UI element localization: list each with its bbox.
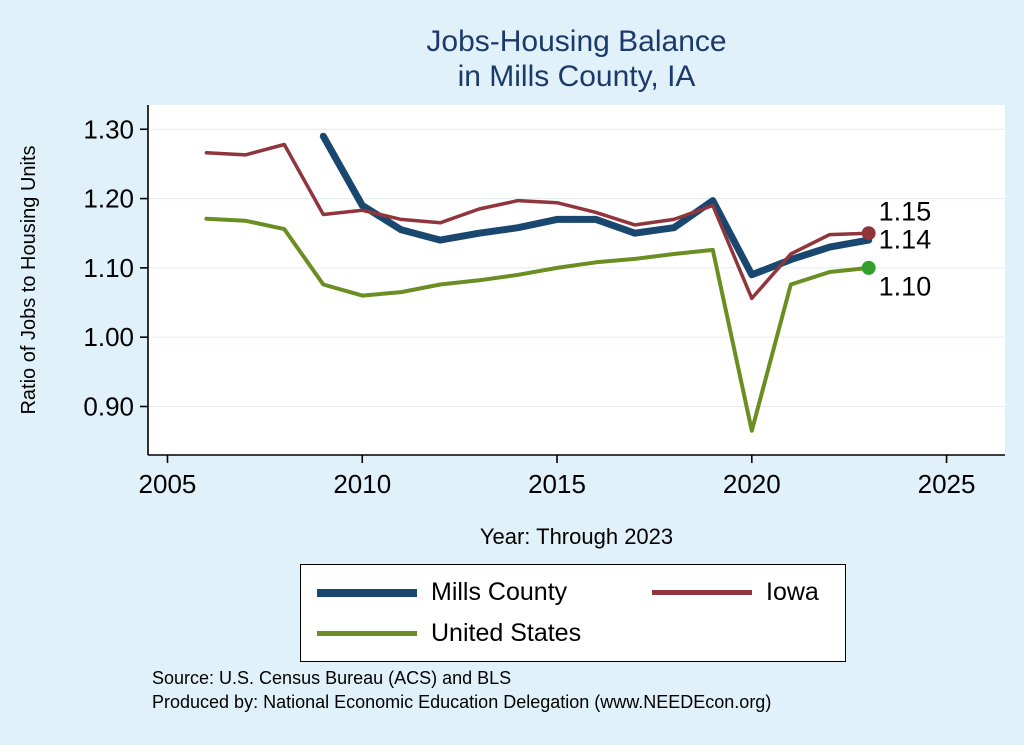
end-value-label-united-states: 1.10 — [879, 272, 932, 302]
end-dot-united-states — [861, 260, 876, 275]
x-tick-label: 2020 — [723, 469, 781, 499]
y-tick-label: 1.10 — [83, 253, 134, 283]
chart-title: Jobs-Housing Balance in Mills County, IA — [148, 24, 1005, 94]
x-tick-label: 2005 — [139, 469, 197, 499]
legend: Mills County Iowa United States — [300, 564, 846, 662]
series-line-united-states — [204, 216, 871, 433]
mills-county-line-swatch — [317, 588, 417, 597]
legend-item-mills-county: Mills County — [317, 578, 652, 607]
chart-canvas: 0.90 1.00 1.10 1.20 1.30 2005 2010 2015 2020 2025… — [83, 105, 1005, 499]
legend-label-iowa: Iowa — [766, 578, 819, 606]
y-tick-label: 1.20 — [83, 184, 134, 214]
series-line-mills-county — [319, 132, 873, 279]
x-axis-label: Year: Through 2023 — [479, 524, 674, 549]
x-tick-label: 2025 — [918, 469, 976, 499]
y-tick-label: 1.00 — [83, 322, 134, 352]
series-line-iowa — [204, 142, 871, 301]
legend-item-iowa: Iowa — [652, 578, 845, 607]
x-tick-label: 2010 — [333, 469, 391, 499]
chart-title-line2: in Mills County, IA — [457, 60, 696, 93]
chart-title-line1: Jobs-Housing Balance — [426, 25, 727, 58]
united-states-line-swatch — [317, 631, 417, 636]
y-tick-label: 1.30 — [83, 114, 134, 144]
source-line1: Source: U.S. Census Bureau (ACS) and BLS — [152, 668, 512, 688]
plot-area — [148, 105, 1005, 455]
end-dot-iowa — [861, 226, 876, 241]
source-note: Source: U.S. Census Bureau (ACS) and BLS… — [152, 666, 771, 714]
iowa-line-swatch — [652, 590, 752, 595]
x-tick-label: 2015 — [528, 469, 586, 499]
legend-label-mills-county: Mills County — [431, 578, 568, 606]
legend-label-united-states: United States — [431, 619, 582, 647]
y-tick-label: 0.90 — [83, 391, 134, 421]
legend-item-united-states: United States — [317, 619, 652, 648]
end-value-label-mills-county: 1.14 — [879, 224, 932, 254]
end-value-label-iowa: 1.15 — [879, 197, 932, 227]
source-line2: Produced by: National Economic Education… — [152, 692, 772, 712]
